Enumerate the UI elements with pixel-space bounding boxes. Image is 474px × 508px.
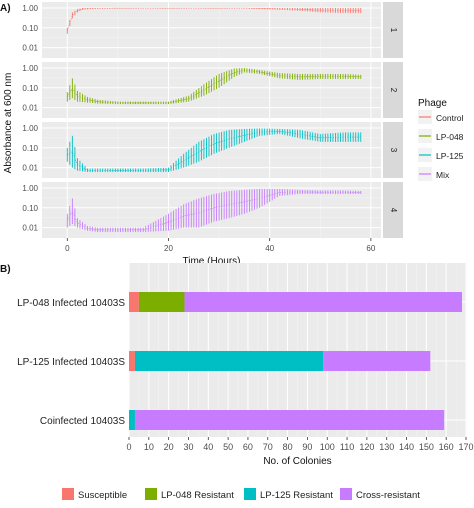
x-tick-label: 150 (419, 442, 434, 452)
x-tick-label: 40 (203, 442, 213, 452)
facet-panel-bg (42, 2, 381, 58)
y-tick-label: 0.01 (22, 164, 38, 173)
series-lp-048 (66, 67, 362, 105)
legend-entry-label: LP-125 (436, 151, 464, 161)
y-tick-label: 1.00 (22, 124, 38, 133)
facet-strip (383, 62, 403, 118)
x-axis-title: Time (Hours) (183, 256, 241, 267)
x-tick-label: 60 (243, 442, 253, 452)
x-tick-label: 60 (366, 244, 375, 253)
data-mean-line (67, 7, 361, 31)
y-tick-label: 1.00 (22, 184, 38, 193)
y-tick-label: 0.10 (22, 204, 38, 213)
facet-4: 0.01 0.10 1.00 4 (22, 182, 403, 238)
panel-b-label: B) (0, 264, 11, 275)
x-tick-label: 80 (283, 442, 293, 452)
legend-key (340, 488, 352, 500)
legend-entry-label: LP-125 Resistant (260, 490, 333, 501)
x-tick-label: 120 (359, 442, 374, 452)
facet-1: 0.01 0.10 1.00 1 (22, 2, 403, 58)
bar-segment (129, 410, 135, 430)
legend-entry-label: LP-048 Resistant (161, 490, 234, 501)
x-tick-label: 10 (144, 442, 154, 452)
x-tick-label: 20 (164, 244, 173, 253)
legend-title: Phage (418, 98, 447, 109)
y-tick-label: 0.01 (22, 44, 38, 53)
data-mean-line (67, 69, 361, 104)
bar-segment (134, 410, 445, 430)
series-control (66, 7, 362, 34)
x-tick-label: 140 (399, 442, 414, 452)
legend-entry-label: Cross-resistant (356, 490, 420, 501)
y-axis-title: Absorbance at 600 nm (3, 73, 14, 174)
legend-entry-label: Control (436, 113, 464, 123)
bar-segment (129, 351, 135, 371)
bar-segment (134, 351, 324, 371)
y-tick-label: 0.10 (22, 24, 38, 33)
x-tick-label: 90 (302, 442, 312, 452)
facet-strip (383, 122, 403, 178)
x-axis-title: No. of Colonies (263, 456, 331, 467)
bar-segment (129, 292, 139, 312)
series-mix (66, 188, 362, 233)
x-tick-label: 170 (458, 442, 473, 452)
bar-segment (184, 292, 463, 312)
x-tick-label: 160 (439, 442, 454, 452)
x-tick-label: 0 (126, 442, 131, 452)
x-tick-label: 20 (164, 442, 174, 452)
y-tick-label: 0.10 (22, 144, 38, 153)
category-label: LP-125 Infected 10403S (17, 357, 125, 368)
series-lp-125 (66, 128, 362, 173)
facet-strip (383, 2, 403, 58)
x-tick-label: 30 (183, 442, 193, 452)
facet-strip-label: 3 (389, 148, 398, 153)
y-tick-label: 0.01 (22, 104, 38, 113)
legend-b: Susceptible LP-048 Resistant LP-125 Resist… (62, 488, 420, 501)
facet-strip-label: 1 (389, 28, 398, 33)
y-tick-label: 1.00 (22, 64, 38, 73)
panel-a-label: A) (0, 3, 11, 14)
bar-segment (138, 292, 185, 312)
facet-strip-label: 2 (389, 88, 398, 93)
x-tick-label: 70 (263, 442, 273, 452)
panel-a: A) 0.01 0.10 1.00 1 0.01 0.10 1.00 2 0.01 0.10 1.00… (0, 2, 464, 267)
data-mean-line (67, 191, 361, 231)
x-tick-label: 50 (223, 442, 233, 452)
category-label: LP-048 Infected 10403S (17, 298, 125, 309)
facet-3: 0.01 0.10 1.00 3 (22, 122, 403, 178)
x-tick-label: 0 (65, 244, 70, 253)
facet-strip-label: 4 (389, 208, 398, 213)
legend-key (244, 488, 256, 500)
facet-strip (383, 182, 403, 238)
legend-entry-label: LP-048 (436, 132, 464, 142)
bar-segment (323, 351, 431, 371)
legend-key (62, 488, 74, 500)
data-mean-line (67, 131, 361, 171)
y-tick-label: 1.00 (22, 4, 38, 13)
legend-a: Phage Control LP-048 LP-125 Mix (418, 98, 464, 181)
x-tick-label: 110 (340, 442, 354, 452)
x-tick-label: 130 (379, 442, 394, 452)
x-tick-label: 100 (320, 442, 335, 452)
legend-entry-label: Mix (436, 170, 450, 180)
facet-2: 0.01 0.10 1.00 2 (22, 62, 403, 118)
y-tick-label: 0.01 (22, 224, 38, 233)
x-tick-label: 40 (265, 244, 274, 253)
panel-b: B) LP-048 Infected 10403S LP-125 Infected … (0, 263, 474, 501)
category-label: Coinfected 10403S (40, 416, 125, 427)
legend-entry-label: Susceptible (78, 490, 127, 501)
legend-key (145, 488, 157, 500)
y-tick-label: 0.10 (22, 84, 38, 93)
